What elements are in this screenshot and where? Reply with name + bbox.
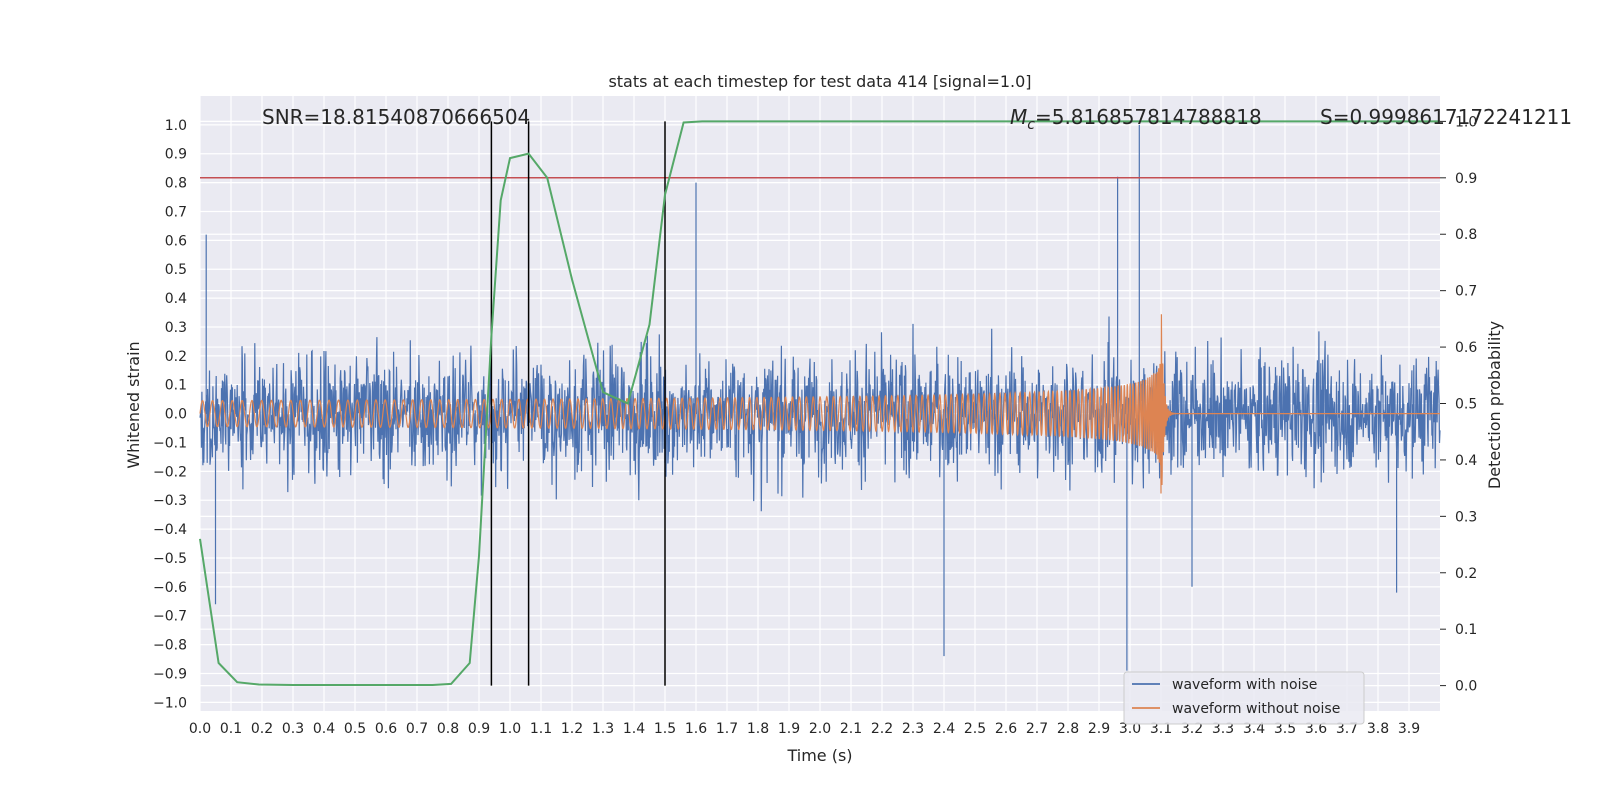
y-tick-label: 0.3 — [165, 320, 187, 336]
y-axis-ticks: 1.0 0.9 0.8 0.7 0.6 0.5 0.4 0.3 0.2 0.1 0.0 −0.1 −0.… — [153, 118, 187, 711]
x-tick-label: 3.5 — [1274, 721, 1296, 737]
y-axis-label: Whitened strain — [124, 341, 143, 468]
y2-tick-label: 0.1 — [1455, 622, 1477, 638]
vertical-markers — [490, 121, 666, 686]
x-tick-label: 1.8 — [747, 721, 769, 737]
spin-annotation: S=0.9998617172241211 — [1320, 105, 1572, 129]
x-tick-label: 0.5 — [344, 721, 366, 737]
legend-box — [1123, 671, 1365, 725]
y2-tick-label: 0.8 — [1455, 227, 1477, 243]
x-tick-label: 1.0 — [499, 721, 521, 737]
x-tick-label: 3.3 — [1212, 721, 1234, 737]
x-tick-label: 2.7 — [1026, 721, 1048, 737]
x-tick-label: 2.5 — [964, 721, 986, 737]
x-tick-label: 1.1 — [530, 721, 552, 737]
x-tick-label: 2.2 — [871, 721, 893, 737]
x-tick-label: 2.1 — [840, 721, 862, 737]
x-tick-label: 0.7 — [406, 721, 428, 737]
x-tick-label: 0.6 — [375, 721, 397, 737]
y-tick-label: 0.2 — [165, 349, 187, 365]
x-tick-label: 2.6 — [995, 721, 1017, 737]
x-tick-label: 2.8 — [1057, 721, 1079, 737]
x-tick-label: 1.9 — [778, 721, 800, 737]
legend: waveform with noise waveform without noi… — [1123, 671, 1365, 725]
y-tick-label: 0.8 — [165, 176, 187, 192]
snr-annotation: SNR=18.81540870666504 — [262, 105, 530, 129]
y-tick-label: −0.5 — [153, 551, 187, 567]
y-tick-label: 0.0 — [165, 407, 187, 423]
y-tick-label: 0.5 — [165, 262, 187, 278]
chirp-mass-annotation: Mc=5.816857814788818 — [1010, 105, 1262, 133]
x-tick-label: 0.3 — [282, 721, 304, 737]
y2-tick-label: 0.0 — [1455, 679, 1477, 695]
x-tick-label: 1.5 — [654, 721, 676, 737]
x-tick-label: 1.6 — [685, 721, 707, 737]
y2-tick-label: 0.3 — [1455, 509, 1477, 525]
y-tick-label: −0.4 — [153, 522, 187, 538]
x-tick-label: 0.4 — [313, 721, 335, 737]
x-tick-label: 1.2 — [561, 721, 583, 737]
x-tick-label: 3.9 — [1398, 721, 1420, 737]
y-tick-label: −0.1 — [153, 435, 187, 451]
x-tick-label: 3.0 — [1119, 721, 1141, 737]
x-tick-label: 0.8 — [437, 721, 459, 737]
y-tick-label: −0.7 — [153, 609, 187, 625]
x-tick-label: 3.2 — [1181, 721, 1203, 737]
y-tick-label: −0.6 — [153, 580, 187, 596]
x-tick-label: 3.1 — [1150, 721, 1172, 737]
series-layer — [199, 120, 1441, 686]
y2-tick-label: 0.5 — [1455, 397, 1477, 413]
x-tick-label: 0.9 — [468, 721, 490, 737]
y2-tick-label: 0.2 — [1455, 566, 1477, 582]
y-tick-label: 0.1 — [165, 378, 187, 394]
legend-label-noise: waveform with noise — [1172, 677, 1317, 693]
y2-axis-label: Detection probability — [1485, 321, 1504, 489]
y-tick-label: −0.2 — [153, 464, 187, 480]
y-tick-label: 0.6 — [165, 233, 187, 249]
x-tick-label: 2.0 — [809, 721, 831, 737]
x-tick-label: 2.9 — [1088, 721, 1110, 737]
chirp-mass-symbol: M — [1010, 105, 1027, 129]
series-detection-probability — [199, 120, 1440, 686]
legend-label-clean: waveform without noise — [1172, 701, 1340, 717]
x-tick-label: 3.8 — [1367, 721, 1389, 737]
y2-tick-label: 0.7 — [1455, 284, 1477, 300]
x-axis-label: Time (s) — [786, 746, 852, 765]
x-tick-label: 1.3 — [592, 721, 614, 737]
series-waveform-without-noise — [199, 314, 1440, 494]
x-tick-label: 3.7 — [1336, 721, 1358, 737]
series-waveform-with-noise — [199, 124, 1441, 671]
x-tick-label: 0.0 — [189, 721, 211, 737]
y2-axis-ticks: 1.0 0.9 0.8 0.7 0.6 0.5 0.4 0.3 0.2 0.1 0.0 — [1440, 114, 1477, 695]
chirp-mass-value: =5.816857814788818 — [1035, 105, 1262, 129]
y-tick-label: 0.9 — [165, 147, 187, 163]
x-tick-label: 0.1 — [220, 721, 242, 737]
x-tick-label: 1.7 — [716, 721, 738, 737]
y2-tick-label: 0.9 — [1455, 171, 1477, 187]
chirp-mass-subscript: c — [1027, 117, 1035, 133]
y-tick-label: −0.9 — [153, 666, 187, 682]
y2-tick-label: 0.4 — [1455, 453, 1477, 469]
chart-title: stats at each timestep for test data 414… — [608, 72, 1031, 91]
x-axis-ticks: 0.0 0.1 0.2 0.3 0.4 0.5 0.6 0.7 0.8 0.9 1.0 1.1 1.2 1… — [189, 721, 1420, 737]
x-tick-label: 2.3 — [902, 721, 924, 737]
y2-tick-label: 0.6 — [1455, 340, 1477, 356]
x-tick-label: 3.6 — [1305, 721, 1327, 737]
x-tick-label: 0.2 — [251, 721, 273, 737]
y-tick-label: 0.4 — [165, 291, 187, 307]
y2-tick-label: 1.0 — [1455, 114, 1477, 130]
x-tick-label: 2.4 — [933, 721, 955, 737]
x-tick-label: 1.4 — [623, 721, 645, 737]
y-tick-label: −1.0 — [153, 695, 187, 711]
x-tick-label: 3.4 — [1243, 721, 1265, 737]
y-tick-label: −0.3 — [153, 493, 187, 509]
y-tick-label: 0.7 — [165, 204, 187, 220]
y-tick-label: −0.8 — [153, 638, 187, 654]
y-tick-label: 1.0 — [165, 118, 187, 134]
